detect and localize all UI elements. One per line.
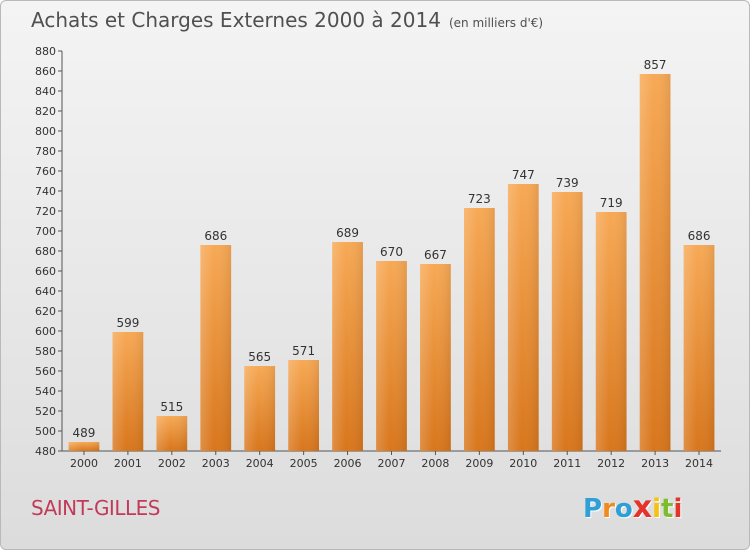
logo-letter: i [673, 494, 683, 524]
y-tick-label: 580 [35, 345, 56, 358]
bar-group: 667 [420, 248, 451, 451]
y-tick-label: 800 [35, 125, 56, 138]
proxiti-logo: Proxiti [583, 490, 682, 525]
x-tick-label: 2008 [421, 457, 449, 470]
bar-value-label: 565 [248, 350, 271, 364]
logo-letter: i [652, 494, 662, 524]
bar-value-label: 686 [688, 229, 711, 243]
bar-shine [507, 184, 539, 451]
y-tick-label: 860 [35, 65, 56, 78]
x-tick-label: 2001 [114, 457, 142, 470]
y-tick-label: 620 [35, 305, 56, 318]
bar-group: 686 [683, 229, 715, 451]
x-tick-label: 2006 [334, 457, 362, 470]
logo-letter: P [583, 494, 603, 524]
bar-group: 747 [507, 168, 539, 451]
bar-shine [156, 416, 188, 451]
place-name: SAINT-GILLES [31, 496, 160, 520]
y-tick-label: 520 [35, 405, 56, 418]
logo-letter: t [661, 494, 674, 524]
logo-letter: x [632, 490, 653, 525]
x-axis: 2000 2001 2002 2003 2004 2005 2006 2007 2008 2009… [62, 450, 721, 470]
y-tick-label: 660 [35, 265, 56, 278]
bar-shine [376, 261, 407, 451]
bar-group: 515 [156, 400, 188, 451]
chart-title-text: Achats et Charges Externes 2000 à 2014 [31, 8, 441, 32]
y-tick-label: 680 [35, 245, 56, 258]
bar-shine [639, 74, 671, 451]
bar-value-label: 686 [204, 229, 227, 243]
bar-shine [288, 360, 320, 451]
y-tick-label: 500 [35, 425, 56, 438]
x-tick-label: 2010 [509, 457, 537, 470]
bar-group: 599 [112, 316, 144, 451]
bar-shine [68, 442, 100, 451]
logo-letter: o [614, 494, 633, 524]
bar-value-label: 739 [556, 176, 579, 190]
bar-group: 719 [595, 196, 627, 451]
y-tick-label: 780 [35, 145, 56, 158]
bar-value-label: 599 [116, 316, 139, 330]
y-tick-label: 600 [35, 325, 56, 338]
bar-value-label: 747 [512, 168, 535, 182]
bar-shine [244, 366, 276, 451]
bar-shine [463, 208, 495, 451]
y-tick-label: 700 [35, 225, 56, 238]
x-tick-label: 2012 [597, 457, 625, 470]
x-tick-label: 2011 [553, 457, 581, 470]
bar-group: 686 [200, 229, 232, 451]
bar-group: 739 [551, 176, 583, 451]
x-tick-label: 2003 [202, 457, 230, 470]
bar-value-label: 723 [468, 192, 491, 206]
bar-group: 857 [639, 58, 671, 451]
chart-title: Achats et Charges Externes 2000 à 2014 (e… [31, 8, 543, 32]
bar-value-label: 719 [600, 196, 623, 210]
y-tick-label: 540 [35, 385, 56, 398]
bar-shine [420, 264, 451, 451]
bar-shine [332, 242, 363, 451]
bar-group: 571 [288, 344, 320, 451]
bar-group: 723 [463, 192, 495, 451]
x-tick-label: 2002 [158, 457, 186, 470]
chart-subtitle: (en milliers d'€) [448, 16, 544, 30]
y-tick-label: 720 [35, 205, 56, 218]
y-tick-label: 760 [35, 165, 56, 178]
bar-group: 565 [244, 350, 276, 451]
y-tick-label: 740 [35, 185, 56, 198]
bar-value-label: 489 [73, 426, 96, 440]
bar-group: 689 [332, 226, 363, 451]
x-tick-label: 2005 [290, 457, 318, 470]
y-axis: 480 500 520 540 560 580 600 620 640 660 680 700 720 7… [35, 45, 63, 458]
bar-value-label: 571 [292, 344, 315, 358]
bar-shine [595, 212, 627, 451]
bar-group: 489 [68, 426, 100, 451]
y-tick-label: 480 [35, 445, 56, 458]
y-tick-label: 880 [35, 45, 56, 58]
bars: 489 599 515 686 565 571 689 670 667 723 747 739 719 8… [68, 58, 715, 451]
x-tick-label: 2000 [70, 457, 98, 470]
bar-shine [200, 245, 232, 451]
bar-value-label: 670 [380, 245, 403, 259]
x-tick-label: 2013 [641, 457, 669, 470]
x-tick-label: 2007 [378, 457, 406, 470]
bar-shine [683, 245, 715, 451]
y-tick-label: 560 [35, 365, 56, 378]
x-tick-label: 2009 [465, 457, 493, 470]
bar-value-label: 857 [644, 58, 667, 72]
bar-group: 670 [376, 245, 407, 451]
logo-letter: r [602, 494, 615, 524]
bar-shine [112, 332, 144, 451]
x-tick-label: 2014 [685, 457, 713, 470]
y-tick-label: 820 [35, 105, 56, 118]
bar-value-label: 515 [160, 400, 183, 414]
bar-value-label: 689 [336, 226, 359, 240]
bar-value-label: 667 [424, 248, 447, 262]
y-tick-label: 840 [35, 85, 56, 98]
y-tick-label: 640 [35, 285, 56, 298]
bar-shine [551, 192, 583, 451]
x-tick-label: 2004 [246, 457, 274, 470]
